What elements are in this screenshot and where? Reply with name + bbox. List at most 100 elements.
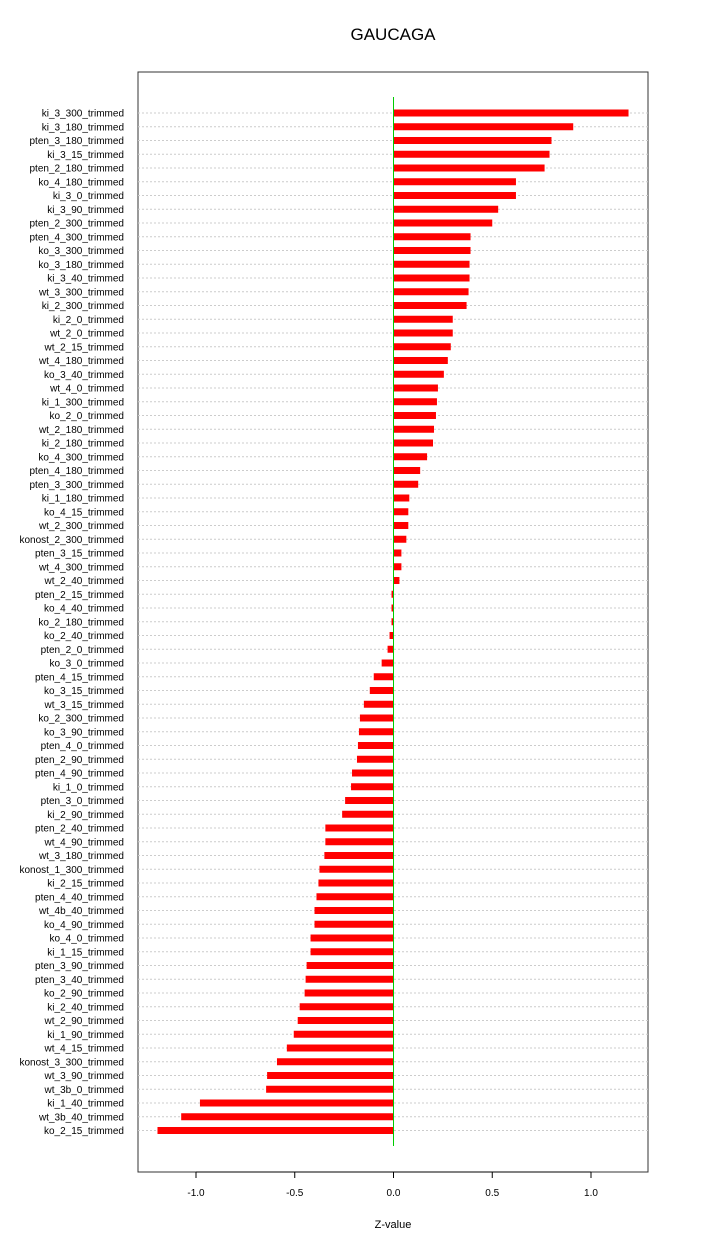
bar — [318, 879, 394, 887]
category-label: wt_3b_40_trimmed — [38, 1112, 124, 1123]
category-label: pten_4_180_trimmed — [29, 466, 124, 477]
category-label: ki_3_300_trimmed — [42, 109, 124, 120]
category-label: ki_2_180_trimmed — [42, 439, 124, 450]
bar — [351, 783, 394, 791]
x-tick-label: -0.5 — [286, 1188, 304, 1199]
bar — [181, 1113, 394, 1121]
category-label: ki_1_90_trimmed — [47, 1030, 124, 1041]
bar — [356, 755, 394, 763]
bar — [393, 398, 437, 406]
category-label: wt_3_180_trimmed — [38, 851, 124, 862]
category-label: wt_4_15_trimmed — [44, 1044, 124, 1055]
category-label: ki_3_0_trimmed — [53, 191, 124, 202]
bar — [393, 302, 467, 309]
category-label: wt_2_15_trimmed — [44, 342, 124, 353]
category-label: pten_4_300_trimmed — [29, 232, 124, 243]
bar — [393, 480, 419, 488]
category-label: ko_2_0_trimmed — [50, 411, 124, 422]
category-label: pten_4_40_trimmed — [35, 892, 124, 903]
x-axis: -1.0 -0.5 0.0 0.5 1.0 — [187, 1171, 598, 1199]
category-label: wt_4b_40_trimmed — [38, 906, 124, 917]
bar — [316, 893, 394, 901]
bar — [393, 329, 453, 337]
bar — [306, 962, 394, 969]
bar — [314, 907, 394, 914]
bar — [267, 1072, 394, 1079]
bar — [393, 508, 409, 516]
bar — [393, 219, 493, 227]
bar — [393, 357, 448, 364]
bar — [319, 865, 394, 873]
bar — [393, 439, 433, 447]
category-label: ki_3_40_trimmed — [47, 274, 124, 285]
category-label: ko_3_180_trimmed — [38, 260, 124, 271]
category-label: ko_2_40_trimmed — [44, 631, 124, 642]
bar — [393, 109, 629, 117]
bar — [393, 453, 428, 461]
category-label: ko_4_90_trimmed — [44, 920, 124, 931]
category-label: ko_4_40_trimmed — [44, 604, 124, 615]
bar — [276, 1058, 394, 1066]
bar — [393, 150, 550, 158]
bar — [393, 563, 402, 571]
category-label: wt_3b_0_trimmed — [44, 1085, 124, 1096]
bar — [391, 590, 394, 598]
x-axis-label: Z-value — [375, 1219, 412, 1231]
category-label: ki_3_180_trimmed — [42, 122, 124, 133]
chart-title: GAUCAGA — [350, 25, 436, 44]
category-label: ki_2_90_trimmed — [47, 810, 124, 821]
category-label: ki_3_90_trimmed — [47, 205, 124, 216]
category-label: ko_4_180_trimmed — [38, 177, 124, 188]
x-tick-label: 1.0 — [584, 1188, 598, 1199]
bar — [393, 288, 469, 296]
category-label: wt_2_180_trimmed — [38, 425, 124, 436]
x-tick-label: 0.0 — [387, 1188, 401, 1199]
category-label: konost_1_300_trimmed — [19, 865, 124, 876]
bar — [297, 1017, 394, 1024]
bar — [391, 604, 394, 612]
bar — [304, 989, 394, 997]
category-label: konost_2_300_trimmed — [19, 535, 124, 546]
bar — [393, 233, 471, 241]
bars — [157, 109, 629, 1134]
bar — [373, 673, 394, 681]
category-label: wt_4_300_trimmed — [38, 562, 124, 573]
category-label: ko_2_180_trimmed — [38, 617, 124, 628]
category-label: ki_2_300_trimmed — [42, 301, 124, 312]
bar — [393, 425, 434, 433]
bar — [393, 577, 400, 584]
category-label: ko_4_15_trimmed — [44, 507, 124, 518]
category-label: wt_2_40_trimmed — [44, 576, 124, 587]
bar — [369, 687, 394, 694]
category-label: pten_2_180_trimmed — [29, 164, 124, 175]
category-label: pten_2_40_trimmed — [35, 824, 124, 835]
bar — [266, 1085, 394, 1093]
bar — [293, 1030, 394, 1038]
category-label: pten_4_90_trimmed — [35, 769, 124, 780]
category-label: ki_1_15_trimmed — [47, 947, 124, 958]
bar — [393, 315, 453, 323]
bar — [393, 384, 438, 392]
category-label: wt_2_300_trimmed — [38, 521, 124, 532]
category-label: konost_3_300_trimmed — [19, 1057, 124, 1068]
category-label: wt_2_0_trimmed — [49, 329, 124, 340]
category-label: ko_3_90_trimmed — [44, 727, 124, 738]
bar — [387, 645, 394, 653]
bar — [393, 192, 516, 199]
bar — [393, 549, 402, 557]
bar — [314, 920, 394, 928]
category-label: ko_2_15_trimmed — [44, 1126, 124, 1137]
category-label: ki_2_15_trimmed — [47, 879, 124, 890]
bar — [286, 1044, 394, 1052]
bar — [393, 370, 444, 378]
bar — [358, 728, 394, 736]
category-label: ki_2_0_trimmed — [53, 315, 124, 326]
bar — [342, 810, 394, 818]
x-tick-label: -1.0 — [187, 1188, 205, 1199]
bar — [325, 838, 394, 846]
category-label: ko_3_40_trimmed — [44, 370, 124, 381]
bar — [305, 975, 394, 983]
bar — [310, 934, 394, 942]
bar — [389, 632, 394, 639]
